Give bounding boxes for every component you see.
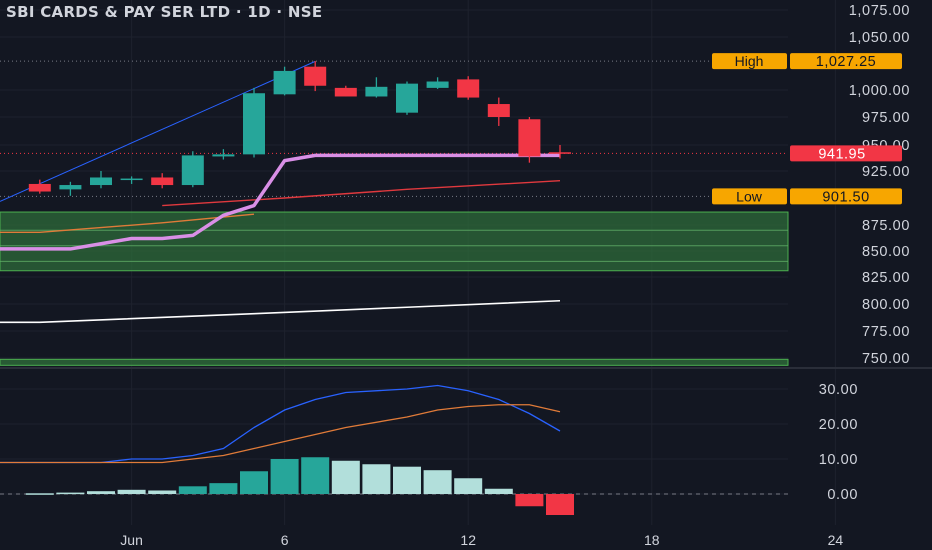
histogram-bar (240, 471, 268, 494)
level-label-box (712, 53, 787, 70)
histogram-bar (484, 488, 513, 494)
level-label-text: Low (736, 188, 763, 204)
histogram-bar (270, 459, 299, 494)
osc-tick-label: 20.00 (819, 417, 858, 433)
candle-body (181, 155, 204, 186)
price-tick-label: 975.00 (862, 110, 910, 126)
candle-body (518, 119, 541, 157)
time-tick-label: 18 (644, 532, 660, 548)
price-tick-label: 800.00 (862, 297, 910, 313)
candle-body (334, 87, 357, 97)
candle-body (59, 185, 82, 190)
level-value-box (790, 188, 902, 205)
candle-body (549, 152, 571, 154)
histogram-bar (515, 494, 544, 507)
candle-body (120, 178, 143, 181)
level-label-text: High (735, 53, 764, 69)
histogram-bar (454, 478, 483, 494)
level-value-text: 901.50 (822, 189, 869, 205)
trend-line (0, 60, 316, 202)
candle-body (273, 70, 296, 95)
price-tick-label: 1,075.00 (849, 3, 910, 19)
price-tick-label: 925.00 (862, 164, 910, 180)
candle-body (487, 104, 510, 117)
histogram-bar (87, 491, 115, 494)
chart-title: SBI CARDS & PAY SER LTD · 1D · NSE (6, 3, 323, 21)
candle-body (396, 83, 418, 113)
price-tick-label: 1,050.00 (849, 30, 910, 46)
histogram-bar (117, 489, 146, 494)
price-tick-label: 850.00 (862, 244, 910, 260)
candle-body (28, 183, 51, 192)
histogram-bar (178, 486, 207, 494)
candle-body (304, 66, 327, 86)
candle-body (90, 177, 112, 186)
histogram-bar (423, 470, 452, 494)
candle-body (151, 177, 174, 186)
time-tick-label: 6 (281, 532, 289, 548)
candle-body (212, 154, 235, 157)
support-zone-lower (0, 358, 789, 366)
histogram-bar (546, 494, 574, 515)
candle-body (243, 93, 265, 155)
last-price-box (790, 145, 902, 162)
price-tick-label: 875.00 (862, 218, 910, 234)
level-value-text: 1,027.25 (816, 54, 876, 70)
level-value-box (790, 53, 902, 70)
price-tick-label: 1,000.00 (849, 83, 910, 99)
candle-body (365, 86, 388, 97)
red-ma-line (162, 180, 561, 207)
price-tick-label: 775.00 (862, 324, 910, 340)
pink-trail-line (0, 153, 560, 251)
osc-tick-label: 30.00 (819, 382, 858, 398)
candle-body (457, 79, 480, 98)
time-tick-label: Jun (120, 532, 143, 548)
osc-line-orange (0, 404, 561, 464)
candle-body (426, 81, 449, 88)
osc-tick-label: 10.00 (819, 452, 858, 468)
last-price-text: 941.95 (818, 146, 865, 162)
time-tick-label: 24 (828, 532, 844, 548)
histogram-bar (209, 483, 238, 494)
price-tick-label: 825.00 (862, 270, 910, 286)
histogram-bar (331, 460, 360, 494)
orange-ma-line (0, 213, 255, 233)
osc-tick-label: 0.00 (827, 487, 858, 503)
white-ma-line (0, 299, 561, 324)
histogram-bar (393, 466, 421, 494)
level-label-box (712, 188, 787, 205)
histogram-bar (25, 493, 54, 495)
time-tick-label: 12 (460, 532, 476, 548)
histogram-bar (301, 457, 330, 494)
histogram-bar (56, 492, 85, 495)
histogram-bar (148, 490, 177, 494)
price-tick-label: 750.00 (862, 351, 910, 367)
histogram-bar (362, 464, 391, 494)
